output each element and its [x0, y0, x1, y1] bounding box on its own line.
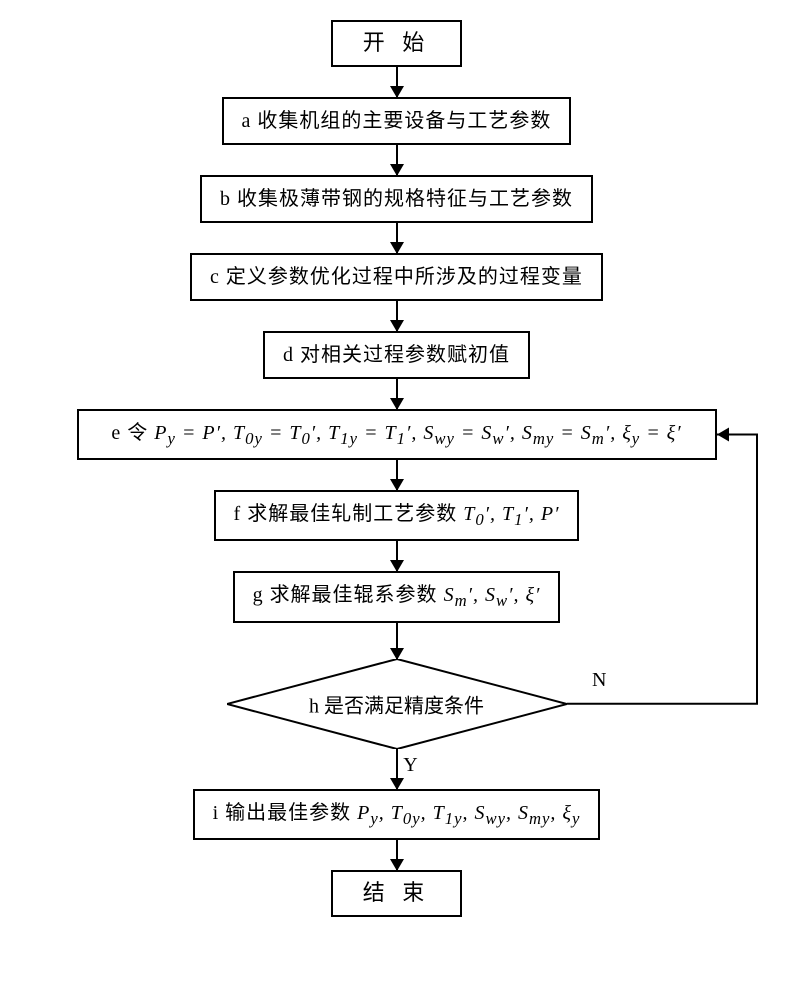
loop-path-no [77, 20, 793, 917]
